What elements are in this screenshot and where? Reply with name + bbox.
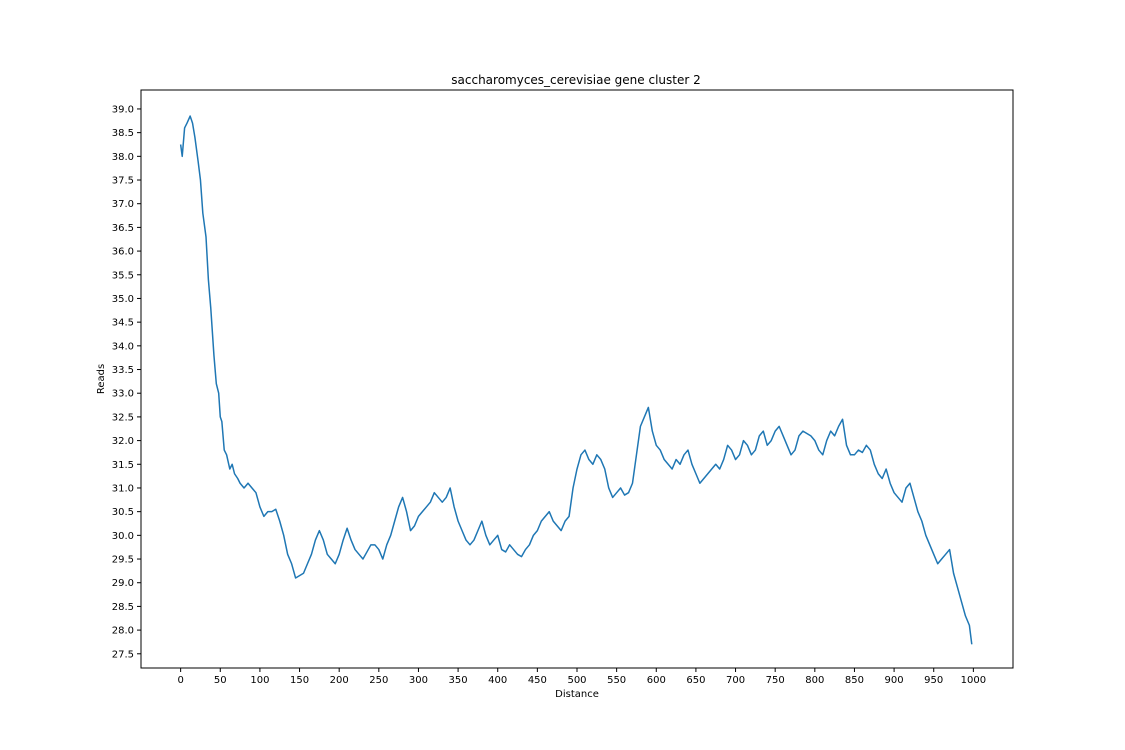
y-tick-label: 34.0 xyxy=(112,341,134,352)
x-tick-label: 500 xyxy=(567,675,586,686)
x-axis-label: Distance xyxy=(555,689,599,700)
plot-frame xyxy=(140,89,1014,669)
x-tick-label: 650 xyxy=(686,675,705,686)
y-tick-label: 39.0 xyxy=(112,104,134,115)
y-tick-label: 31.5 xyxy=(112,460,134,471)
y-tick-label: 31.0 xyxy=(112,483,134,494)
y-tick-label: 29.0 xyxy=(112,578,134,589)
y-axis: 27.5 28.0 28.5 29.0 29.5 30.0 30.5 31.0 31.5 32.0… xyxy=(112,104,141,660)
x-tick-label: 200 xyxy=(330,675,349,686)
y-tick-label: 35.5 xyxy=(112,270,134,281)
y-tick-label: 32.0 xyxy=(112,436,134,447)
x-tick-label: 0 xyxy=(177,675,183,686)
y-tick-label: 32.5 xyxy=(112,412,134,423)
y-tick-label: 30.5 xyxy=(112,507,134,518)
x-axis: 0 50 100 150 200 250 300 350 400 450 500 550 600 650 7… xyxy=(177,668,986,686)
y-tick-label: 37.0 xyxy=(112,199,134,210)
y-tick-label: 38.0 xyxy=(112,152,134,163)
x-tick-label: 350 xyxy=(449,675,468,686)
y-tick-label: 37.5 xyxy=(112,176,134,187)
x-tick-label: 750 xyxy=(766,675,785,686)
y-tick-label: 38.5 xyxy=(112,128,134,139)
x-tick-label: 900 xyxy=(885,675,904,686)
y-tick-label: 27.5 xyxy=(112,649,134,660)
x-tick-label: 1000 xyxy=(961,675,986,686)
y-axis-label: Reads xyxy=(96,364,107,394)
plot-area xyxy=(179,115,973,645)
y-tick-label: 33.5 xyxy=(112,365,134,376)
x-tick-label: 450 xyxy=(528,675,547,686)
y-tick-label: 29.5 xyxy=(112,555,134,566)
y-tick-label: 34.5 xyxy=(112,318,134,329)
x-tick-label: 150 xyxy=(290,675,309,686)
x-tick-label: 50 xyxy=(214,675,227,686)
x-tick-label: 850 xyxy=(845,675,864,686)
x-tick-label: 800 xyxy=(805,675,824,686)
x-tick-label: 950 xyxy=(924,675,943,686)
x-tick-label: 400 xyxy=(488,675,507,686)
y-tick-label: 30.0 xyxy=(112,531,134,542)
y-tick-label: 28.0 xyxy=(112,626,134,637)
y-tick-label: 36.5 xyxy=(112,223,134,234)
x-tick-label: 300 xyxy=(409,675,428,686)
x-tick-label: 100 xyxy=(250,675,269,686)
series-line xyxy=(179,115,973,645)
x-tick-label: 700 xyxy=(726,675,745,686)
y-tick-label: 35.0 xyxy=(112,294,134,305)
x-tick-label: 600 xyxy=(647,675,666,686)
x-tick-label: 250 xyxy=(369,675,388,686)
y-tick-label: 33.0 xyxy=(112,389,134,400)
x-tick-label: 550 xyxy=(607,675,626,686)
y-tick-label: 36.0 xyxy=(112,247,134,258)
y-tick-label: 28.5 xyxy=(112,602,134,613)
chart-title: saccharomyces_cerevisiae gene cluster 2 xyxy=(451,73,700,87)
